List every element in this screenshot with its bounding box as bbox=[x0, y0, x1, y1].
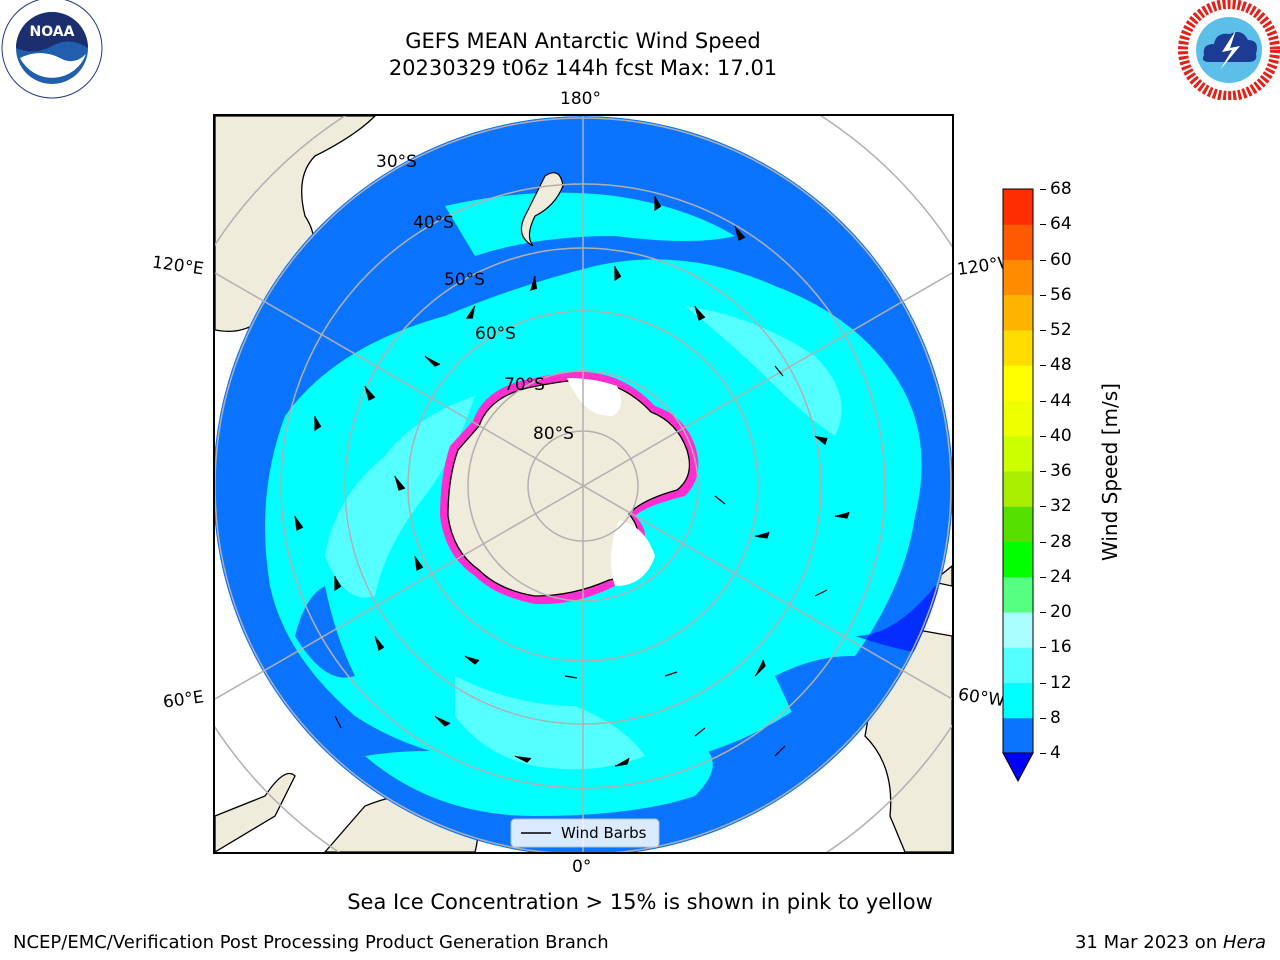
lon-label-60e: 60°E bbox=[161, 687, 206, 713]
footer-credit: NCEP/EMC/Verification Post Processing Pr… bbox=[13, 932, 609, 953]
colorbar-tick-label: 40 bbox=[1050, 425, 1072, 446]
colorbar-tick-label: 48 bbox=[1050, 355, 1072, 376]
colorbar-segment bbox=[1003, 647, 1033, 683]
lon-label-60w: 60°W bbox=[956, 684, 1007, 712]
graticule bbox=[215, 116, 952, 852]
colorbar-segment bbox=[1003, 576, 1033, 613]
colorbar-segment bbox=[1003, 259, 1033, 296]
colorbar-tick-label: 8 bbox=[1050, 707, 1061, 728]
colorbar-segment bbox=[1003, 189, 1033, 225]
colorbar-segment bbox=[1003, 330, 1033, 366]
colorbar-segment bbox=[1003, 541, 1033, 578]
colorbar bbox=[1002, 188, 1034, 783]
lat-label-80: 80°S bbox=[533, 424, 574, 444]
colorbar-tick-label: 68 bbox=[1050, 179, 1072, 199]
colorbar-segment bbox=[1003, 506, 1033, 542]
colorbar-segment bbox=[1003, 294, 1033, 331]
colorbar-tick-label: 16 bbox=[1050, 637, 1072, 658]
footer-machine: Hera bbox=[1222, 932, 1266, 953]
lat-label-70: 70°S bbox=[504, 375, 545, 395]
lat-label-30: 30°S bbox=[376, 152, 417, 172]
colorbar-tick-label: 32 bbox=[1050, 496, 1072, 517]
colorbar-segment bbox=[1003, 435, 1033, 472]
colorbar-tick-label: 52 bbox=[1050, 320, 1072, 340]
colorbar-tick-label: 64 bbox=[1050, 214, 1072, 235]
footer-date-text: 31 Mar 2023 on bbox=[1074, 932, 1223, 953]
colorbar-label: Wind Speed [m/s] bbox=[1098, 383, 1122, 561]
legend-label: Wind Barbs bbox=[561, 824, 647, 842]
colorbar-tick-label: 12 bbox=[1050, 672, 1072, 693]
footer-date: 31 Mar 2023 on Hera bbox=[1075, 932, 1266, 953]
lat-label-60: 60°S bbox=[475, 324, 516, 344]
wind-barbs bbox=[294, 196, 850, 767]
colorbar-tick-label: 28 bbox=[1050, 531, 1072, 552]
map-title: GEFS MEAN Antarctic Wind Speed bbox=[405, 29, 761, 53]
colorbar-segment bbox=[1003, 612, 1033, 648]
colorbar-segment bbox=[1003, 400, 1033, 437]
lat-label-50: 50°S bbox=[444, 270, 485, 290]
colorbar-tick-label: 4 bbox=[1050, 743, 1061, 763]
ice-caption: Sea Ice Concentration > 15% is shown in … bbox=[347, 890, 933, 914]
polar-map: Wind Barbs bbox=[215, 116, 952, 852]
lat-label-40: 40°S bbox=[413, 213, 454, 233]
colorbar-svg bbox=[1002, 188, 1034, 783]
colorbar-segment bbox=[1003, 682, 1033, 719]
colorbar-tick-label: 44 bbox=[1050, 390, 1072, 411]
colorbar-tick-label: 60 bbox=[1050, 249, 1072, 270]
colorbar-extend-arrow bbox=[1002, 752, 1034, 783]
colorbar-segment bbox=[1003, 471, 1033, 507]
noaa-logo-text: NOAA bbox=[30, 24, 75, 40]
map-frame: Wind Barbs bbox=[213, 114, 954, 854]
nws-logo bbox=[1178, 0, 1280, 101]
colorbar-tick-label: 56 bbox=[1050, 284, 1072, 305]
colorbar-segment bbox=[1003, 224, 1033, 260]
legend-box: Wind Barbs bbox=[510, 818, 660, 848]
colorbar-tick-label: 24 bbox=[1050, 566, 1072, 587]
colorbar-tick-label: 20 bbox=[1050, 602, 1072, 622]
lon-label-180: 180° bbox=[560, 89, 601, 109]
lon-label-0: 0° bbox=[572, 857, 592, 877]
colorbar-ticks: 4 8 12 16 20 24 28 32 36 40 44 48 52 56 60 64 68 bbox=[1040, 179, 1080, 763]
map-subtitle: 20230329 t06z 144h fcst Max: 17.01 bbox=[388, 56, 778, 80]
lon-label-120e: 120°E bbox=[150, 252, 205, 280]
noaa-logo: NOAA bbox=[0, 0, 104, 104]
colorbar-tick-label: 36 bbox=[1050, 461, 1072, 481]
colorbar-segment bbox=[1003, 717, 1033, 754]
colorbar-segment bbox=[1003, 365, 1033, 401]
